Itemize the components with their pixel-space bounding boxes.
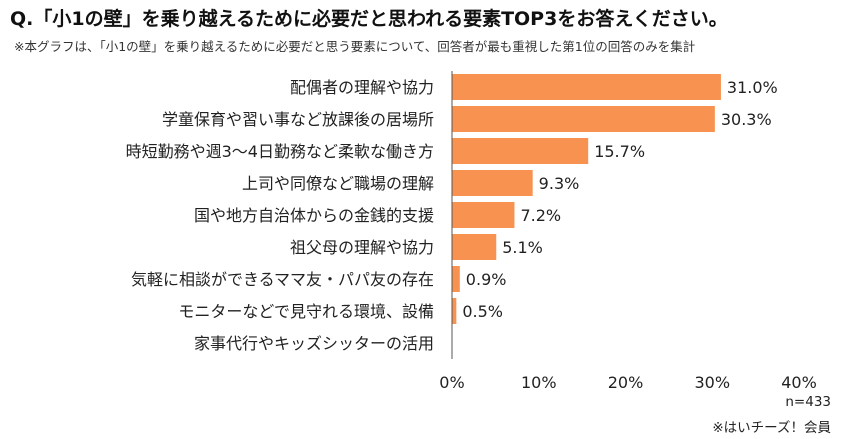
x-tick-label: 10% [521,373,557,392]
value-label: 30.3% [721,110,772,129]
value-label: 0.5% [462,302,503,321]
x-tick-label: 40% [781,373,817,392]
category-label: 国や地方自治体からの金銭的支援 [194,206,434,225]
category-label: 学童保育や習い事など放課後の居場所 [162,110,434,129]
value-label: 9.3% [539,174,580,193]
value-label: 0.9% [466,270,507,289]
value-label: 15.7% [594,142,645,161]
value-label: 7.2% [520,206,561,225]
category-label: 家事代行やキッズシッターの活用 [194,334,434,353]
bar [452,170,533,196]
bar [452,74,721,100]
bar [452,266,460,292]
chart-note: ※本グラフは、「小1の壁」を乗り越えるために必要だと思う要素について、回答者が最… [14,39,696,54]
x-tick-label: 20% [608,373,644,392]
bar [452,234,497,260]
source-note: ※はいチーズ！会員 [712,420,831,436]
category-label: 時短勤務や週3〜4日勤務など柔軟な働き方 [126,142,434,161]
category-label: 気軽に相談ができるママ友・パパ友の存在 [131,270,434,289]
chart-title: Q.「小1の壁」を乗り越えるために必要だと思われる要素TOP3をお答えください。 [10,8,728,30]
sample-size: n=433 [785,394,831,410]
category-label: 配偶者の理解や協力 [290,78,434,97]
value-label: 5.1% [502,238,543,257]
value-label: 31.0% [727,78,778,97]
category-label: モニターなどで見守れる環境、設備 [178,302,434,321]
bar [452,106,715,132]
category-label: 上司や同僚など職場の理解 [242,174,434,193]
category-label: 祖父母の理解や協力 [290,238,434,257]
bar [452,298,457,324]
bar [452,138,589,164]
bar [452,202,515,228]
x-tick-label: 0% [439,373,464,392]
x-tick-label: 30% [694,373,730,392]
